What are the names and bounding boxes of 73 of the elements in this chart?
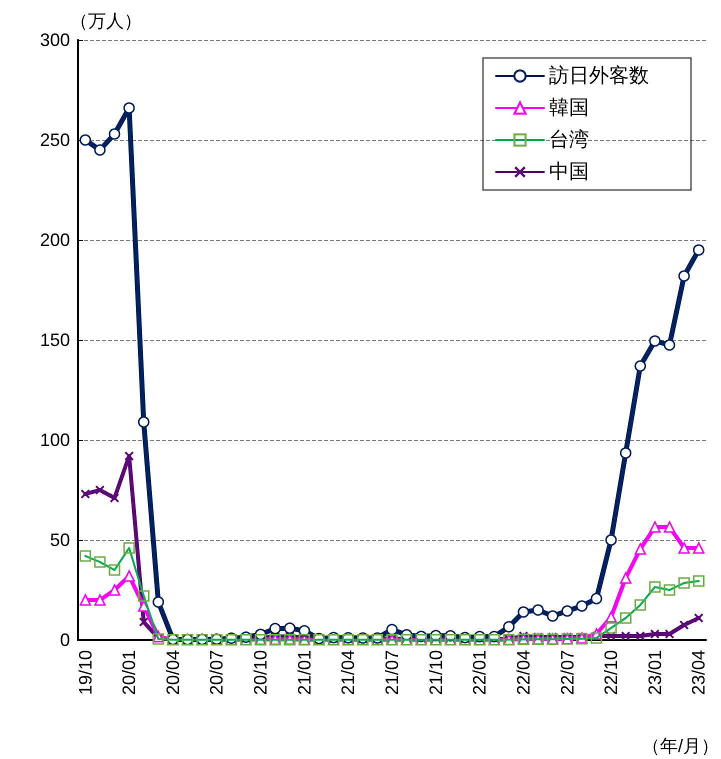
x-tick-label: 22/04 — [513, 650, 534, 696]
point — [649, 521, 661, 533]
y-tick-label: 150 — [40, 330, 70, 350]
x-tick-label: 20/01 — [119, 650, 140, 696]
x-tick-label: 21/01 — [294, 650, 314, 696]
text: （年/月） — [642, 736, 720, 756]
x-tick-label: 20/04 — [162, 650, 183, 696]
legend-label: 韓国 — [549, 97, 589, 119]
point — [108, 128, 120, 140]
point — [80, 594, 92, 606]
point — [636, 632, 645, 640]
x-tick-label: 20/10 — [250, 650, 271, 696]
point — [678, 542, 690, 554]
point — [605, 611, 617, 623]
point — [94, 594, 106, 606]
point — [386, 624, 398, 636]
x-tick-label: 22/01 — [470, 650, 490, 696]
point — [664, 630, 674, 638]
point — [605, 534, 617, 546]
x-tick-label: 20/07 — [206, 650, 227, 696]
point — [620, 447, 632, 459]
point — [562, 605, 574, 617]
point — [518, 606, 530, 618]
x-tick-label: 23/04 — [688, 650, 709, 696]
x-tick-label: 22/07 — [557, 650, 578, 696]
x-tick-label: 21/04 — [338, 650, 358, 696]
point — [94, 144, 106, 156]
point — [80, 134, 92, 146]
legend-label: 台湾 — [549, 129, 589, 151]
point — [692, 542, 704, 554]
y-tick-label: 100 — [40, 430, 70, 450]
point — [80, 490, 90, 498]
point — [692, 244, 704, 256]
point — [634, 360, 646, 372]
point — [680, 620, 689, 630]
x-tick-label: 21/10 — [426, 650, 446, 696]
legend-label: 訪日外客数 — [549, 65, 649, 87]
point — [664, 339, 676, 351]
x-tick-label: 19/10 — [75, 650, 96, 696]
point — [152, 596, 164, 608]
y-tick-label: 0 — [60, 630, 70, 650]
point — [123, 102, 135, 114]
legend-label: 中国 — [549, 161, 589, 183]
point — [546, 610, 558, 622]
point — [138, 600, 150, 612]
y-tick-label: 250 — [40, 130, 70, 150]
y-axis-title: （万人） — [70, 11, 142, 31]
point — [284, 622, 296, 634]
x-tick-label: 21/07 — [382, 650, 402, 696]
y-tick-label: 300 — [40, 30, 70, 50]
y-tick-label: 50 — [50, 530, 70, 550]
point — [95, 486, 104, 494]
y-tick-label: 200 — [40, 230, 70, 250]
point — [650, 630, 660, 638]
point — [621, 632, 630, 640]
point — [620, 572, 632, 584]
point — [694, 614, 704, 622]
point — [634, 543, 646, 555]
point — [576, 600, 588, 612]
point — [110, 494, 120, 502]
point — [503, 621, 515, 633]
point — [532, 604, 544, 616]
point — [590, 592, 602, 604]
point — [138, 416, 150, 428]
point — [664, 521, 676, 533]
x-tick-label: 23/01 — [644, 650, 665, 696]
point — [139, 618, 148, 626]
point — [678, 270, 690, 282]
point — [649, 335, 661, 347]
point — [108, 584, 120, 596]
x-tick-label: 22/10 — [601, 650, 622, 696]
point — [124, 452, 134, 460]
point — [269, 622, 281, 634]
